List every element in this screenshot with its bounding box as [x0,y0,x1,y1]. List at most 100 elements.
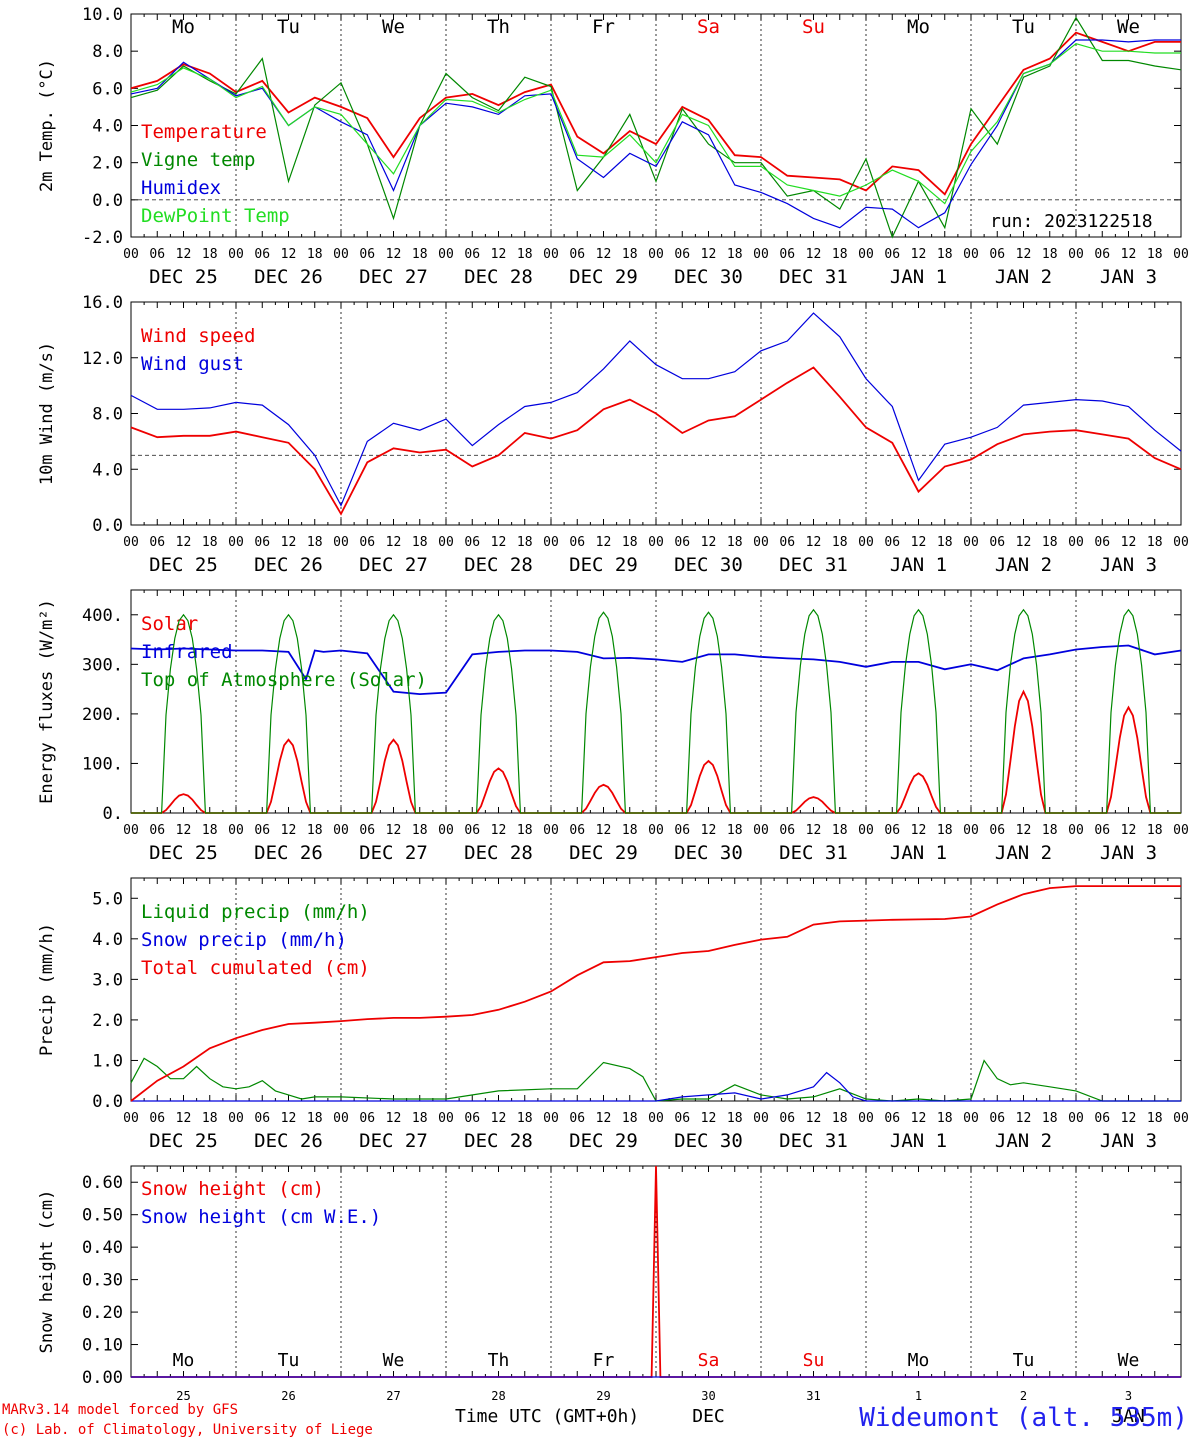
hour-tick-label: 00 [543,1111,559,1126]
lab-credit: (c) Lab. of Climatology, University of L… [2,1422,373,1438]
hour-tick-label: 12 [1121,535,1137,550]
hour-tick-label: 12 [1121,1111,1137,1126]
hour-tick-label: 00 [1068,1111,1084,1126]
hour-tick-label: 18 [832,1111,848,1126]
hour-tick-label: 06 [674,247,690,262]
y-tick-label: 0.0 [92,516,123,536]
legend-entry: DewPoint Temp [141,205,290,227]
date-label: JAN 1 [890,266,947,288]
date-label: DEC 29 [569,266,638,288]
hour-tick-label: 06 [149,247,165,262]
legend-entry: Wind gust [141,353,244,375]
panel-3: 0. 100. 200. 300. 400. Energy fluxes (W/m²) 00… [37,589,1189,864]
hour-tick-label: 18 [307,247,323,262]
hour-tick-label: 12 [806,535,822,550]
hour-tick-label: 18 [1147,247,1163,262]
date-label: DEC 28 [464,1130,533,1152]
y-axis-title: Precip (mm/h) [37,923,57,1056]
station-title: Wideumont (alt. 535m) [859,1403,1188,1433]
weekday-label: Mo [907,16,930,38]
hour-tick-label: 00 [333,823,349,838]
day-number-label: 1 [915,1389,922,1403]
hour-tick-label: 00 [333,535,349,550]
hour-tick-label: 06 [149,535,165,550]
hour-tick-label: 00 [438,535,454,550]
legend-entry: Temperature [141,121,267,143]
hour-tick-label: 18 [307,823,323,838]
hour-tick-label: 00 [753,535,769,550]
hour-tick-label: 06 [989,823,1005,838]
date-label: JAN 2 [995,266,1052,288]
hour-tick-label: 06 [779,535,795,550]
y-tick-label: 0.0 [92,191,123,211]
series-line-2 [131,1071,1181,1102]
date-label: JAN 3 [1100,842,1157,864]
hour-tick-label: 18 [202,247,218,262]
y-tick-label: 0.50 [82,1206,123,1226]
series-line-1 [130,31,1181,196]
weekday-label: Th [487,16,510,38]
hour-tick-label: 06 [464,1111,480,1126]
hour-tick-label: 00 [123,535,139,550]
weekday-label: Sa [698,1350,720,1371]
y-tick-label: 2.0 [92,154,123,174]
hour-tick-label: 12 [386,247,402,262]
hour-tick-label: 18 [1042,247,1058,262]
hour-tick-label: 06 [254,535,270,550]
hour-tick-label: 06 [254,247,270,262]
series-line-1 [130,366,1182,516]
hour-tick-label: 06 [989,247,1005,262]
hour-tick-label: 00 [1173,247,1189,262]
date-label: DEC 30 [674,842,743,864]
date-label: DEC 30 [674,1130,743,1152]
weekday-label: Tu [278,1350,300,1371]
hour-tick-label: 12 [1016,1111,1032,1126]
legend-entry: Top of Atmosphere (Solar) [141,669,427,691]
y-tick-label: 1.0 [92,1051,123,1071]
hour-tick-label: 06 [359,1111,375,1126]
hour-tick-label: 18 [622,823,638,838]
hour-tick-label: 18 [937,823,953,838]
hour-tick-label: 06 [464,823,480,838]
hour-tick-label: 12 [176,823,192,838]
date-label: JAN 2 [995,554,1052,576]
day-number-label: 27 [386,1389,400,1403]
hour-tick-label: 06 [359,535,375,550]
day-number-label: 3 [1125,1389,1132,1403]
hour-tick-label: 00 [1173,1111,1189,1126]
hour-tick-label: 18 [1147,823,1163,838]
weekday-label: Fr [593,1350,615,1371]
hour-tick-label: 06 [254,823,270,838]
month-label: DEC [692,1406,725,1427]
hour-tick-label: 12 [911,823,927,838]
hour-tick-label: 12 [911,535,927,550]
date-label: DEC 25 [149,266,218,288]
hour-tick-label: 06 [674,823,690,838]
hour-tick-label: 06 [359,247,375,262]
hour-tick-label: 18 [832,247,848,262]
hour-tick-label: 12 [701,823,717,838]
hour-tick-label: 18 [622,535,638,550]
hour-tick-label: 12 [491,823,507,838]
hour-tick-label: 18 [1042,1111,1058,1126]
hour-tick-label: 18 [412,535,428,550]
hour-tick-label: 06 [989,1111,1005,1126]
hour-tick-label: 00 [858,247,874,262]
date-label: JAN 2 [995,842,1052,864]
y-axis-title: 2m Temp. (°C) [37,59,57,192]
hour-tick-label: 00 [1173,823,1189,838]
date-label: JAN 3 [1100,1130,1157,1152]
date-label: DEC 26 [254,554,323,576]
hour-tick-label: 00 [858,1111,874,1126]
hour-tick-label: 00 [228,535,244,550]
date-label: DEC 28 [464,554,533,576]
hour-tick-label: 00 [228,823,244,838]
hour-tick-label: 18 [832,535,848,550]
hour-tick-label: 12 [1016,535,1032,550]
hour-tick-label: 12 [806,247,822,262]
hour-tick-label: 12 [911,1111,927,1126]
y-tick-label: 0.20 [82,1303,123,1323]
day-number-label: 25 [176,1389,190,1403]
hour-tick-label: 06 [674,1111,690,1126]
hour-tick-label: 12 [701,1111,717,1126]
